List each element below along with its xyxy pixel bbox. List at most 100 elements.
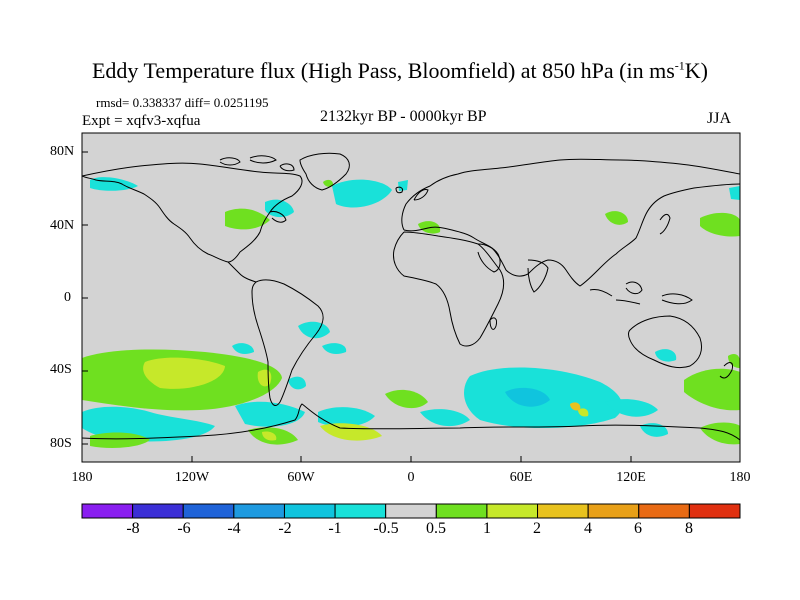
colorbar-label: -1 (328, 520, 342, 537)
coast-north-america (82, 162, 303, 263)
lon-label-60w: 60W (287, 470, 315, 485)
colorbar-label: 8 (685, 520, 693, 537)
coast-eurasia-south (403, 183, 740, 287)
coast-central-america (227, 261, 257, 283)
anomaly-region (265, 199, 294, 218)
anomaly-region (729, 186, 740, 200)
anomaly-region (700, 422, 740, 445)
colorbar-swatch (334, 503, 387, 519)
coast-arctic-island (249, 155, 277, 164)
coast-antarctica (82, 403, 740, 441)
coastlines (82, 152, 740, 441)
coast-africa (393, 231, 505, 347)
lon-label-0: 0 (407, 470, 415, 485)
coast-arctic-island (279, 163, 295, 172)
anomaly-region (323, 179, 334, 187)
coast-uk (413, 189, 429, 201)
anomaly-region (578, 408, 589, 417)
colorbar-swatch (587, 503, 640, 519)
anomaly-region (143, 357, 225, 389)
colorbar-label: -4 (227, 520, 241, 537)
colorbar-swatch (132, 503, 184, 519)
lon-label-60e: 60E (509, 470, 533, 485)
colorbar-swatch (233, 503, 285, 519)
coast-eurasia-north (401, 158, 740, 231)
lon-label-120e: 120E (616, 470, 646, 485)
anomaly-region (318, 407, 375, 427)
colorbar-swatch (435, 503, 488, 519)
coast-nova-scotia (269, 211, 287, 223)
anomaly-region (235, 401, 305, 427)
anomaly-region (322, 343, 347, 354)
colorbar-swatch (688, 503, 741, 519)
coast-borneo (625, 281, 643, 295)
colorbar-swatch (638, 503, 690, 519)
coast-south-america (251, 279, 324, 406)
anomaly-region (232, 343, 254, 354)
colorbar-label: -2 (278, 520, 292, 537)
anomaly-region (728, 354, 740, 368)
title-unit-tail: K) (684, 58, 708, 83)
stats-text: rmsd= 0.338337 diff= 0.0251195 (96, 95, 269, 110)
anomaly-region (605, 211, 628, 225)
coast-sumatra (589, 289, 613, 297)
coast-japan (659, 213, 671, 235)
anomaly-region (684, 368, 740, 411)
lat-label-40n: 40N (50, 218, 75, 233)
colorbar-label: 6 (634, 520, 642, 537)
period-label: 2132kyr BP - 0000kyr BP (320, 108, 487, 125)
colorbar-swatch (283, 503, 336, 519)
anomaly-region (570, 402, 581, 411)
colorbar-label: -6 (177, 520, 191, 537)
colorbar-label: 4 (584, 520, 592, 537)
axis-ticks (82, 151, 632, 462)
coast-arabia (477, 243, 501, 273)
anomaly-region (655, 349, 677, 362)
colorbar-label: -8 (126, 520, 140, 537)
lon-label-180w: 180 (71, 470, 93, 485)
title-superscript: -1 (674, 58, 685, 73)
colorbar (81, 503, 741, 519)
anomaly-region (90, 432, 150, 448)
colorbar-label: 1 (483, 520, 491, 537)
coast-java (615, 299, 641, 305)
lat-label-80n: 80N (50, 144, 75, 159)
colorbar-swatch (486, 503, 539, 519)
season-label: JJA (707, 110, 732, 127)
colorbar-swatch (81, 503, 134, 519)
lon-label-180e: 180 (729, 470, 751, 485)
coast-australia (628, 315, 703, 369)
lat-label-0: 0 (64, 290, 71, 305)
anomaly-region (262, 431, 277, 441)
anomaly-region (398, 180, 408, 191)
coast-ireland (395, 186, 403, 194)
anomaly-region (700, 212, 740, 237)
colorbar-swatch (385, 503, 437, 519)
anomaly-region (332, 179, 392, 208)
colorbar-swatch (182, 503, 235, 519)
colorbar-label: 2 (533, 520, 541, 537)
chart-title: Eddy Temperature flux (High Pass, Bloomf… (0, 58, 800, 84)
lon-label-120w: 120W (174, 470, 210, 485)
anomaly-region (420, 409, 470, 427)
coast-arctic-island (219, 157, 241, 166)
anomaly-region (288, 376, 306, 390)
coast-new-zealand (719, 362, 733, 379)
colorbar-swatch (537, 503, 589, 519)
anomaly-region (320, 423, 382, 441)
title-main: Eddy Temperature flux (High Pass, Bloomf… (91, 58, 675, 83)
anomaly-region (605, 399, 658, 417)
anomaly-region (385, 389, 428, 409)
colorbar-label: 0.5 (426, 520, 446, 537)
anomaly-fields (82, 177, 740, 448)
anomaly-region (505, 387, 550, 407)
coast-india (527, 259, 549, 293)
anomaly-region (298, 321, 330, 339)
lat-label-80s: 80S (50, 436, 72, 451)
coast-greenland (299, 152, 350, 191)
experiment-label: Expt = xqfv3-xqfua (82, 113, 201, 129)
lat-label-40s: 40S (50, 362, 72, 377)
coast-new-guinea (661, 293, 693, 305)
anomaly-region (225, 208, 270, 230)
